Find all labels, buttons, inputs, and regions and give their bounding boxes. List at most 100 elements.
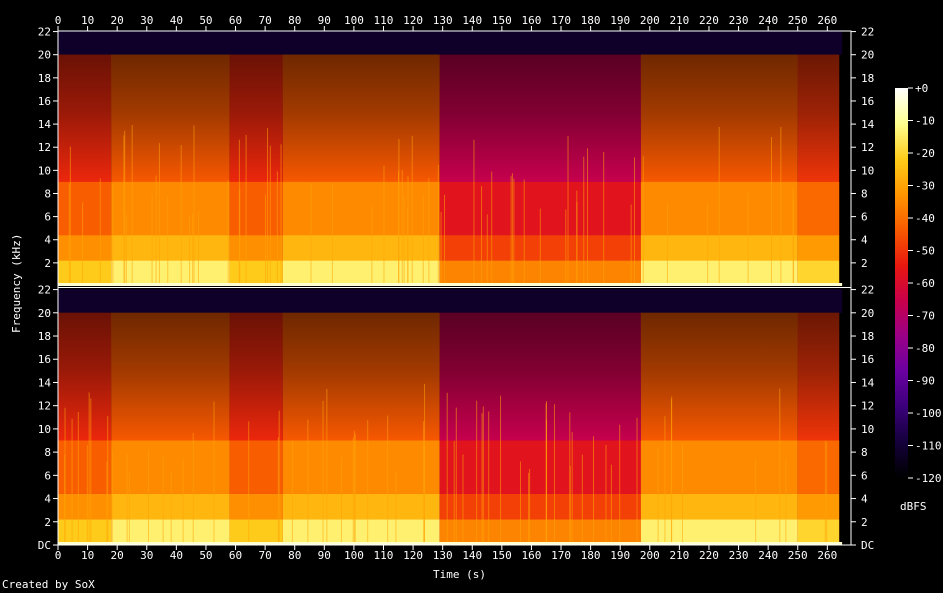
y-tick: 14 14 [38, 376, 875, 389]
x-tick-label: 230 [729, 549, 749, 562]
y-tick-label-right: 8 [861, 187, 868, 200]
x-tick-label: 130 [433, 549, 453, 562]
section-6 [640, 312, 798, 545]
x-tick: 90 [318, 14, 331, 31]
energy-band [111, 260, 230, 286]
y-tick-label-left: 8 [44, 446, 51, 459]
channel-2-panel [58, 289, 851, 545]
x-tick-label: 100 [344, 549, 364, 562]
x-tick: 240 [758, 14, 778, 31]
y-tick: 20 20 [38, 49, 875, 62]
x-tick-label: 200 [640, 14, 660, 27]
colorbar-tick: -30 [908, 180, 935, 193]
x-tick-label: 70 [259, 549, 272, 562]
x-tick-label: 160 [521, 549, 541, 562]
colorbar-tick: -80 [908, 342, 935, 355]
y-tick-label-right: 10 [861, 164, 874, 177]
x-tick-label: 160 [521, 14, 541, 27]
y-tick-label-left: DC [38, 539, 51, 552]
x-tick: 120 [403, 14, 423, 31]
section-3 [229, 312, 283, 545]
energy-band [640, 440, 798, 494]
x-tick: 100 [344, 545, 364, 562]
high-freq-fade [282, 54, 440, 182]
energy-band [229, 235, 283, 261]
section-2 [111, 312, 230, 545]
y-tick-label-right: 12 [861, 141, 874, 154]
x-tick: 190 [610, 545, 630, 562]
x-tick-label: 10 [81, 14, 94, 27]
high-freq-fade [229, 312, 283, 441]
x-tick: 50 [199, 14, 213, 31]
y-tick: 20 20 [38, 307, 875, 320]
y-tick-label-left: 16 [38, 95, 51, 108]
x-tick-label: 240 [758, 549, 778, 562]
x-tick: 10 [81, 14, 94, 31]
y-tick-label-left: 16 [38, 353, 51, 366]
x-tick-label: 80 [288, 14, 301, 27]
x-tick-label: 180 [581, 14, 601, 27]
above-cutoff-band [58, 31, 843, 55]
colorbar-tick-label: -70 [915, 310, 935, 323]
y-tick-label-right: 12 [861, 400, 874, 413]
y-tick-label-left: 12 [38, 400, 51, 413]
x-tick: 220 [699, 14, 719, 31]
x-tick-label: 250 [788, 549, 808, 562]
colorbar-tick-label: -80 [915, 342, 935, 355]
x-tick-label: 140 [462, 14, 482, 27]
colorbar-tick: -90 [908, 375, 935, 388]
energy-band [229, 181, 283, 236]
y-tick: 18 18 [38, 330, 875, 343]
colorbar-tick-label: +0 [915, 82, 928, 95]
x-tick-label: 10 [81, 549, 94, 562]
y-tick: 22 22 [38, 26, 875, 39]
y-tick-label-right: 18 [861, 72, 874, 85]
energy-band [229, 440, 283, 494]
x-tick: 70 [259, 14, 272, 31]
colorbar-tick-label: -100 [915, 407, 942, 420]
x-tick-label: 220 [699, 14, 719, 27]
x-tick-label: 50 [199, 14, 212, 27]
high-freq-fade [640, 312, 798, 441]
energy-band [58, 260, 112, 286]
y-axis-label: Frequency (kHz) [10, 234, 23, 333]
colorbar-tick-label: -10 [915, 115, 935, 128]
colorbar-tick: -60 [908, 277, 935, 290]
colorbar-tick: -40 [908, 212, 935, 225]
y-tick-label-left: 10 [38, 423, 51, 436]
colorbar-tick: -20 [908, 147, 935, 160]
section-7 [797, 312, 840, 545]
x-tick: 150 [492, 14, 512, 31]
y-tick-label-right: 6 [861, 469, 868, 482]
x-tick: 10 [81, 545, 94, 562]
y-tick: 12 12 [38, 400, 875, 413]
colorbar-tick: +0 [908, 82, 928, 95]
section-4 [282, 54, 440, 286]
x-tick-label: 180 [581, 549, 601, 562]
x-tick: 30 [140, 545, 153, 562]
x-tick-label: 30 [140, 14, 153, 27]
x-tick: 170 [551, 545, 571, 562]
colorbar-gradient [895, 88, 908, 478]
high-freq-fade [439, 54, 641, 182]
x-tick-label: 150 [492, 549, 512, 562]
energy-band [111, 493, 230, 520]
y-tick: 10 10 [38, 164, 875, 177]
energy-band [797, 519, 840, 545]
x-tick-label: 70 [259, 14, 272, 27]
y-tick-label-left: 6 [44, 211, 51, 224]
section-1 [58, 54, 112, 286]
y-tick-label-right: 2 [861, 257, 868, 270]
y-tick-label-left: 14 [38, 118, 52, 131]
colorbar-tick: -100 [908, 407, 942, 420]
x-tick-label: 110 [374, 549, 394, 562]
y-tick-label-right: 22 [861, 26, 874, 39]
y-tick-label-left: 8 [44, 187, 51, 200]
x-tick: 130 [433, 14, 453, 31]
energy-band [58, 440, 112, 494]
transients [64, 383, 828, 545]
